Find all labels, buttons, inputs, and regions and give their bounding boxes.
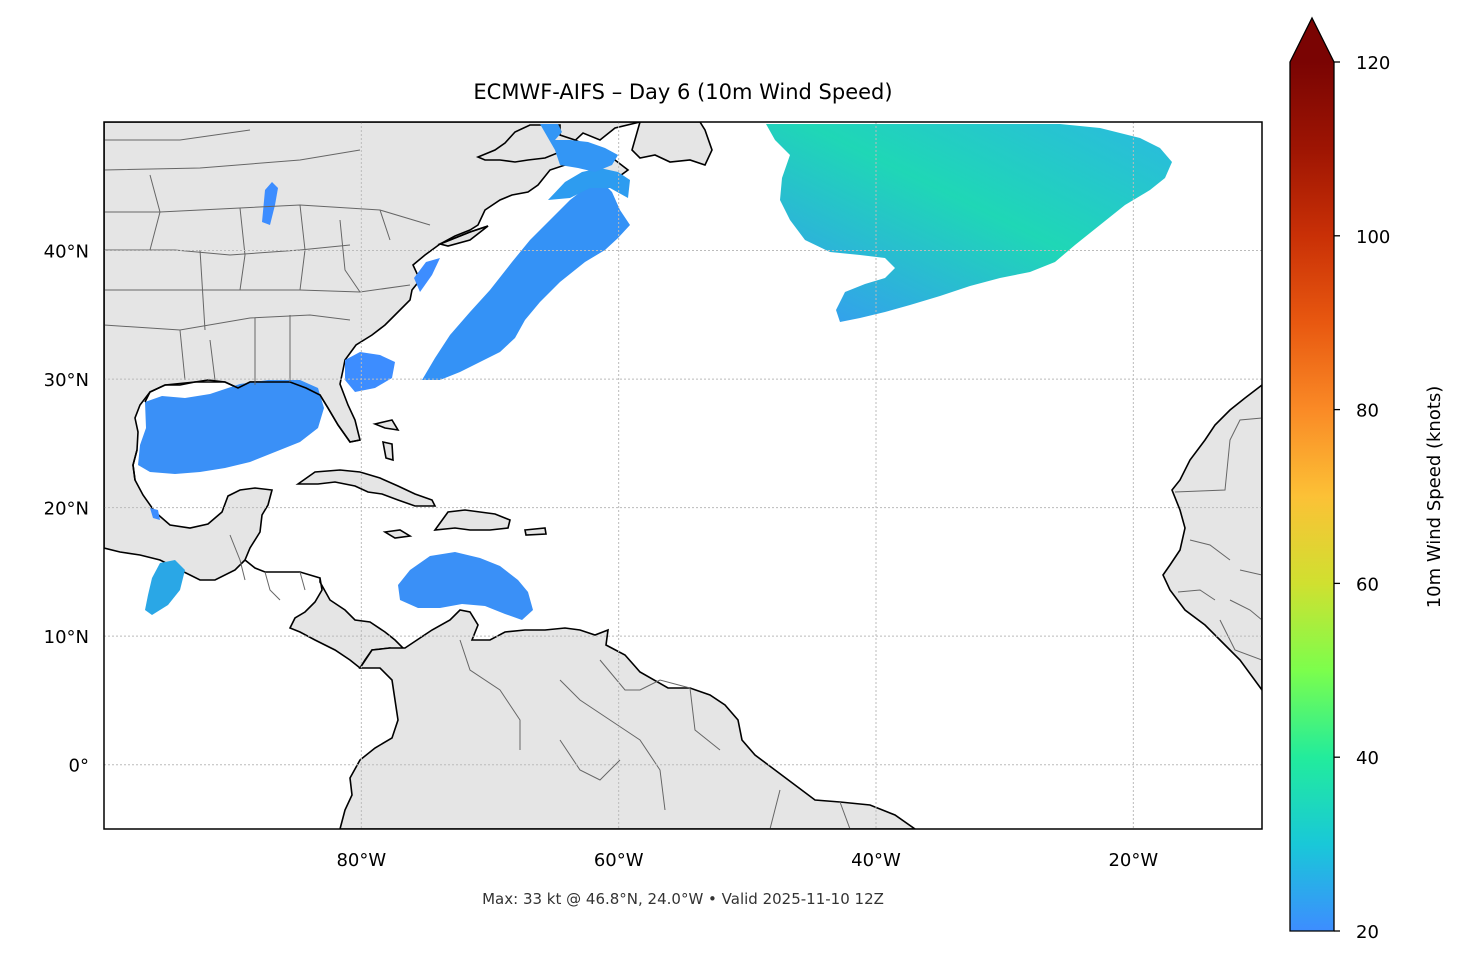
latitude-ticks: 40°N 30°N 20°N 10°N 0°: [44, 242, 89, 777]
wind-region-yucatan-channel: [150, 508, 160, 520]
colorbar-extend-max-arrow: [1290, 18, 1334, 62]
west-africa-land: [1162, 383, 1262, 692]
puerto-rico: [524, 527, 547, 536]
lat-tick-label: 40°N: [44, 242, 89, 263]
wind-region-nova-scotia: [548, 168, 630, 200]
map-title: ECMWF-AIFS – Day 6 (10m Wind Speed): [473, 80, 892, 104]
colorbar: 20 40 60 80 100 120 10m Wind Speed (knots): [1289, 16, 1445, 943]
lon-tick-label: 60°W: [594, 850, 644, 871]
colorbar-outline: [1289, 16, 1335, 932]
hispaniola: [433, 509, 511, 531]
lat-tick-label: 30°N: [44, 370, 89, 391]
colorbar-tick-label: 80: [1356, 401, 1379, 422]
wind-region-off-carolinas: [414, 258, 440, 292]
bahamas: [372, 419, 400, 462]
cuba: [295, 469, 437, 507]
colorbar-ticks: 20 40 60 80 100 120: [1334, 53, 1390, 943]
longitude-ticks: 80°W 60°W 40°W 20°W: [336, 850, 1158, 871]
colorbar-label: 10m Wind Speed (knots): [1424, 386, 1445, 609]
map-frame: [103, 121, 1263, 830]
lon-tick-label: 20°W: [1108, 850, 1158, 871]
wind-region-gulf-of-st-lawrence: [540, 124, 618, 172]
south-america-land: [339, 609, 917, 829]
newfoundland: [631, 122, 713, 166]
wind-region-lake-michigan: [262, 182, 278, 225]
map-area: [104, 122, 1262, 829]
jamaica: [382, 529, 413, 539]
colorbar-ramp: [1290, 62, 1334, 931]
map-footer: Max: 33 kt @ 46.8°N, 24.0°W • Valid 2025…: [482, 890, 884, 908]
land-layer: [104, 122, 1262, 829]
wind-region-gulf-of-tehuantepec: [145, 560, 185, 615]
wind-region-caribbean-sea: [398, 552, 533, 620]
colorbar-tick-label: 20: [1356, 922, 1379, 943]
gridlines: [104, 122, 1262, 829]
wind-region-gulf-stream-band: [422, 180, 630, 380]
colorbar-tick-label: 120: [1356, 53, 1390, 74]
wind-region-off-north-florida: [345, 352, 395, 392]
coastline-layer: [132, 225, 489, 481]
wind-shading-layer: [138, 124, 1172, 620]
lat-tick-label: 10°N: [44, 627, 89, 648]
lat-tick-label: 0°: [69, 756, 89, 777]
colorbar-tick-label: 100: [1356, 227, 1390, 248]
border-layer: [104, 129, 1262, 829]
lon-tick-label: 40°W: [851, 850, 901, 871]
wind-region-gulf-of-mexico: [138, 380, 324, 474]
lat-tick-label: 20°N: [44, 499, 89, 520]
colorbar-tick-label: 60: [1356, 574, 1379, 595]
colorbar-tick-label: 40: [1356, 748, 1379, 769]
wind-region-north-atlantic-low: [766, 124, 1172, 322]
lon-tick-label: 80°W: [336, 850, 386, 871]
